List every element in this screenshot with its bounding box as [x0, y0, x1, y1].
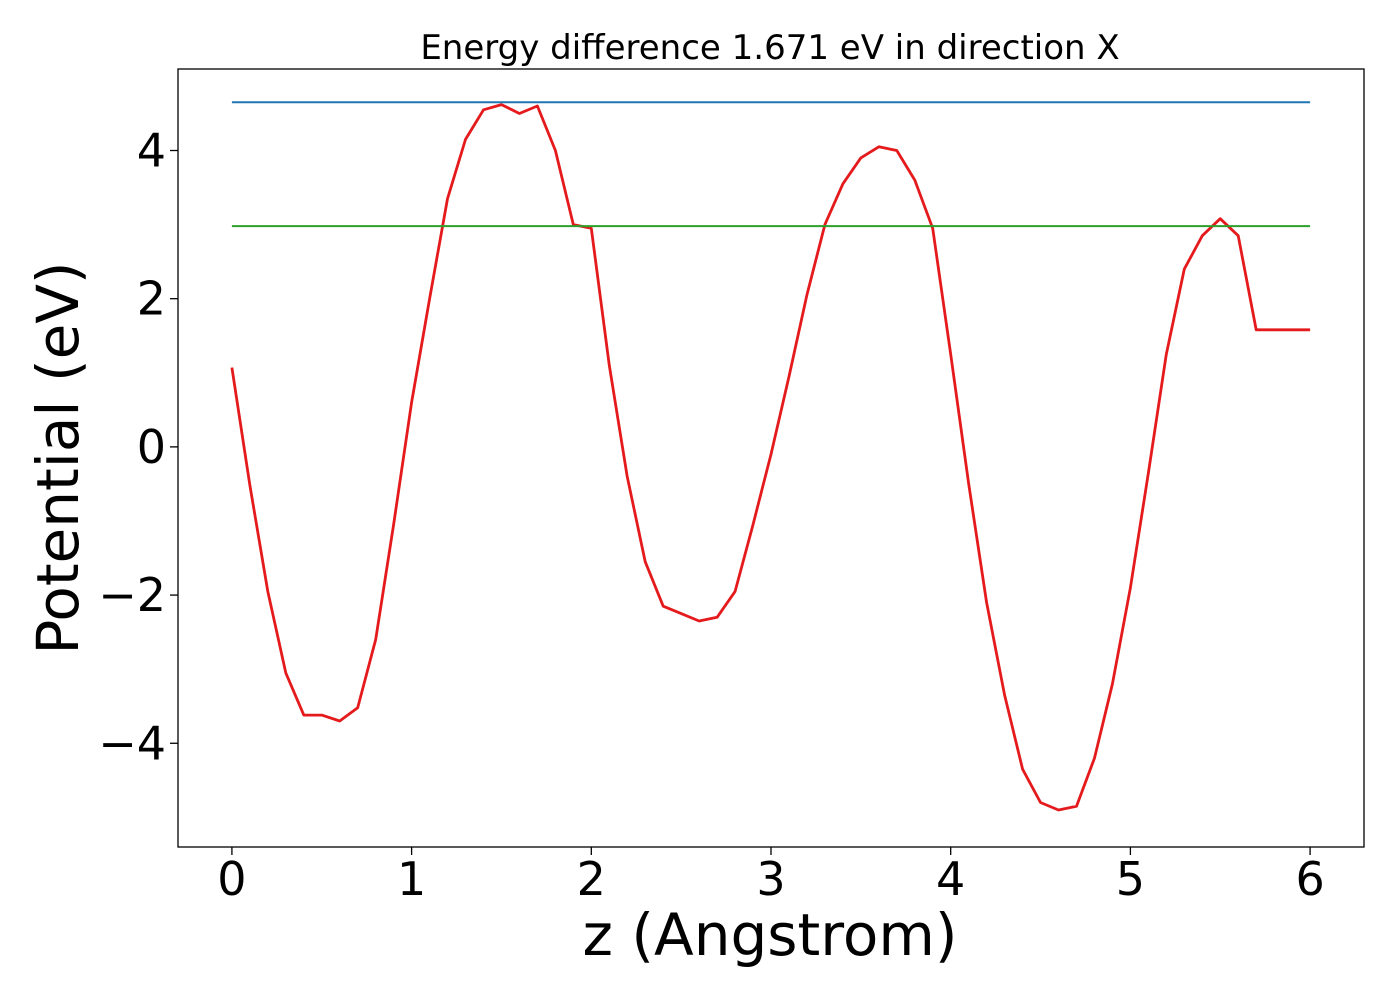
y-tick-label: −2 — [98, 568, 166, 622]
x-tick-label: 3 — [756, 852, 785, 906]
y-tick-label: 2 — [137, 272, 166, 326]
x-tick-label: 2 — [577, 852, 606, 906]
x-tick-label: 1 — [397, 852, 426, 906]
x-tick-label: 0 — [217, 852, 246, 906]
x-tick-label: 6 — [1295, 852, 1324, 906]
y-tick-label: −4 — [98, 716, 166, 770]
y-tick-label: 0 — [137, 420, 166, 474]
x-tick-label: 4 — [936, 852, 965, 906]
series-line-0 — [230, 103, 1311, 812]
y-tick-label: 4 — [137, 124, 166, 178]
x-tick-label: 5 — [1116, 852, 1145, 906]
chart-title: Energy difference 1.671 eV in direction … — [420, 28, 1119, 68]
x-axis-label: z (Angstrom) — [583, 901, 958, 969]
y-axis-label: Potential (eV) — [24, 261, 92, 654]
